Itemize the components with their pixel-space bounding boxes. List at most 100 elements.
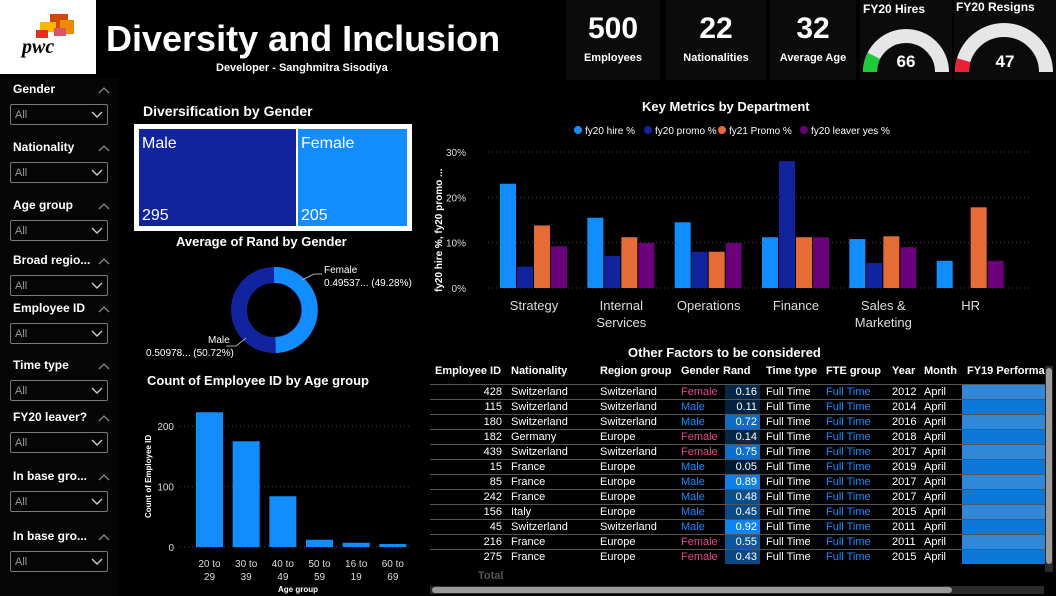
table-row[interactable]: 182 Germany Europe Female 0.14 Full Time Full … [430, 429, 1047, 444]
table-cell: April [924, 476, 947, 488]
x-tick-label: 50 to [308, 559, 331, 570]
slicer-dropdown[interactable]: All [10, 491, 108, 512]
bar-fy21-promo-[interactable] [970, 207, 987, 288]
performance-cell [962, 460, 1047, 474]
bar-fy20-leaver-yes-[interactable] [900, 247, 917, 288]
column-header[interactable]: Time type [766, 365, 818, 377]
slicer-collapse-chevron-icon[interactable] [98, 473, 110, 481]
table-row[interactable]: 439 Switzerland Switzerland Female 0.75 Full … [430, 444, 1047, 459]
bar-fy20-hire-[interactable] [674, 222, 691, 288]
column-header[interactable]: Region group [600, 365, 672, 377]
bar-fy20-promo-[interactable] [866, 263, 883, 288]
age-bar[interactable] [379, 543, 407, 547]
slicer-collapse-chevron-icon[interactable] [98, 202, 110, 210]
table-cell: Full Time [766, 506, 811, 518]
column-header[interactable]: Rand [723, 365, 751, 377]
scrollbar-thumb[interactable] [432, 587, 952, 593]
bar-fy21-promo-[interactable] [708, 251, 725, 288]
table-row[interactable]: 242 France Europe Male 0.48 Full Time Full Tim… [430, 489, 1047, 504]
table-row[interactable]: 216 France Europe Female 0.55 Full Time Full T… [430, 534, 1047, 549]
slicer-collapse-chevron-icon[interactable] [98, 144, 110, 152]
slicer-collapse-chevron-icon[interactable] [98, 305, 110, 313]
bar-fy20-leaver-yes-[interactable] [638, 243, 655, 288]
bar-fy20-hire-[interactable] [762, 237, 778, 288]
bar-fy20-leaver-yes-[interactable] [813, 237, 829, 288]
table-row[interactable]: 15 France Europe Male 0.05 Full Time Full Time… [430, 459, 1047, 474]
x-tick-label: 20 to [198, 559, 221, 570]
table-cell: Full Time [766, 476, 811, 488]
legend-item[interactable]: fy20 promo % [644, 126, 717, 137]
table-row[interactable]: 156 Italy Europe Male 0.45 Full Time Full Time… [430, 504, 1047, 519]
bar-fy20-promo-[interactable] [604, 255, 621, 288]
legend-item[interactable]: fy21 Promo % [718, 126, 792, 137]
y-tick-label: 100 [157, 483, 174, 494]
table-row[interactable]: 115 Switzerland Switzerland Male 0.11 Full Ti… [430, 399, 1047, 414]
gauge-arc [863, 29, 949, 73]
slicer-dropdown[interactable]: All [10, 220, 108, 241]
bar-fy20-promo-[interactable] [779, 161, 795, 288]
donut-female-slice[interactable] [273, 266, 318, 353]
slicer-dropdown[interactable]: All [10, 162, 108, 183]
table-cell: 2011 [892, 536, 916, 548]
treemap-female-tile[interactable]: Female 205 [298, 129, 407, 226]
slicer-collapse-chevron-icon[interactable] [98, 86, 110, 94]
slicer-dropdown[interactable]: All [10, 323, 108, 344]
scrollbar-thumb[interactable] [1046, 368, 1052, 564]
bar-fy20-leaver-yes-[interactable] [987, 260, 1004, 288]
bar-fy20-leaver-yes-[interactable] [725, 243, 742, 288]
slicer-collapse-chevron-icon[interactable] [98, 414, 110, 422]
slicer-label: Nationality [13, 140, 75, 154]
table-cell: 182 [483, 431, 502, 443]
slicer-dropdown[interactable]: All [10, 275, 108, 296]
slicer-collapse-chevron-icon[interactable] [98, 533, 110, 541]
table-cell: Full Time [826, 401, 871, 413]
slicer-dropdown[interactable]: All [10, 380, 108, 401]
slicer-value: All [15, 328, 28, 340]
column-header[interactable]: Employee ID [435, 365, 502, 377]
legend-label: fy20 promo % [655, 126, 717, 137]
table-row[interactable]: 85 France Europe Male 0.89 Full Time Full Time… [430, 474, 1047, 489]
slicer-dropdown[interactable]: All [10, 104, 108, 125]
bar-fy20-hire-[interactable] [500, 183, 516, 288]
table-cell: 2014 [892, 401, 917, 413]
slicer-collapse-chevron-icon[interactable] [98, 362, 110, 370]
legend-item[interactable]: fy20 hire % [574, 126, 635, 137]
bar-fy21-promo-[interactable] [534, 225, 550, 288]
bar-fy20-promo-[interactable] [691, 251, 708, 288]
age-bar[interactable] [196, 412, 223, 547]
bar-fy20-leaver-yes-[interactable] [551, 246, 567, 288]
bar-fy20-hire-[interactable] [849, 239, 866, 288]
bar-fy20-hire-[interactable] [587, 217, 604, 288]
table-row[interactable]: 45 Switzerland Switzerland Male 0.92 Full Tim… [430, 519, 1047, 534]
bar-fy20-promo-[interactable] [517, 266, 533, 288]
column-header[interactable]: Month [924, 365, 957, 377]
slicer-dropdown[interactable]: All [10, 551, 108, 572]
column-header[interactable]: Gender [681, 365, 720, 377]
column-header[interactable]: FY19 Performa [967, 365, 1045, 377]
column-header[interactable]: Nationality [511, 365, 568, 377]
treemap-male-tile[interactable]: Male 295 [139, 129, 296, 226]
table-row[interactable]: 428 Switzerland Switzerland Female 0.16 Full … [430, 384, 1047, 399]
age-bar[interactable] [232, 441, 260, 547]
legend-item[interactable]: fy20 leaver yes % [800, 126, 890, 137]
bar-fy20-hire-[interactable] [936, 260, 953, 288]
age-bar[interactable] [269, 496, 297, 547]
bar-fy21-promo-[interactable] [621, 237, 638, 288]
table-row[interactable]: 180 Switzerland Switzerland Male 0.72 Full Ti… [430, 414, 1047, 429]
age-bar[interactable] [306, 539, 333, 547]
rand-databar [725, 490, 760, 504]
table-row[interactable]: 275 France Europe Female 0.43 Full Time Full T… [430, 549, 1047, 564]
slicer-dropdown[interactable]: All [10, 432, 108, 453]
table-cell: 85 [489, 476, 502, 488]
age-bar[interactable] [342, 542, 370, 547]
table-cell: 2018 [892, 431, 917, 443]
bar-fy21-promo-[interactable] [796, 237, 812, 288]
table-cell: 0.92 [735, 521, 757, 533]
slicer-collapse-chevron-icon[interactable] [98, 257, 110, 265]
column-header[interactable]: FTE group [826, 365, 881, 377]
x-tick-label: 30 to [235, 559, 258, 570]
table-horizontal-scrollbar[interactable] [430, 586, 1044, 594]
column-header[interactable]: Year [892, 365, 916, 377]
bar-fy21-promo-[interactable] [883, 236, 900, 288]
table-vertical-scrollbar[interactable] [1045, 366, 1053, 572]
